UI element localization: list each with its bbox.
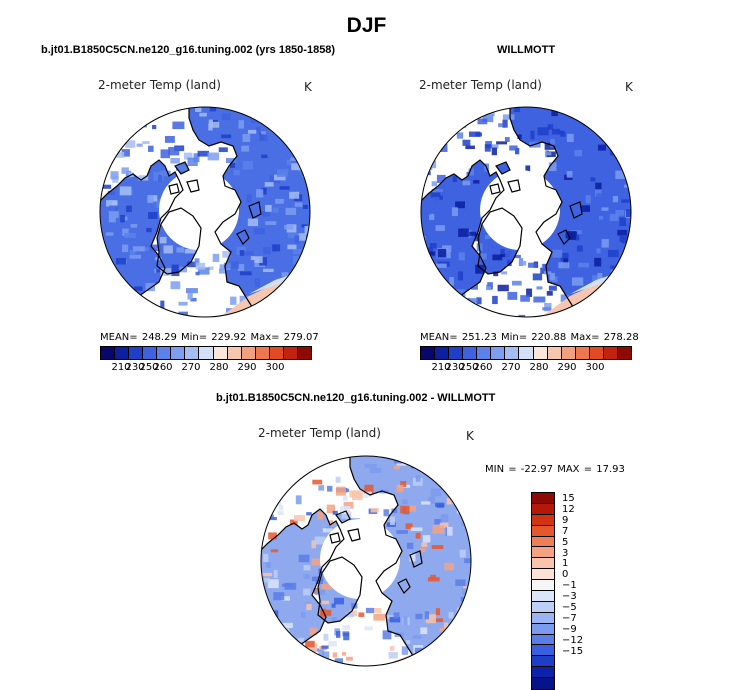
colorbar-swatch	[617, 347, 631, 359]
colorbar-tick-label: 230	[125, 362, 145, 373]
colorbar-swatch	[532, 493, 554, 504]
colorbar-swatch	[157, 347, 172, 359]
panel1-units: K	[304, 80, 312, 94]
colorbar-swatch	[532, 569, 554, 581]
colorbar-swatch	[532, 547, 554, 559]
colorbar-swatch	[547, 347, 562, 359]
panel1-colorbar	[100, 346, 312, 360]
colorbar-tick-label: 280	[529, 362, 549, 373]
colorbar-swatch	[143, 347, 158, 359]
colorbar-tick-label: 290	[557, 362, 577, 373]
panel2-case-title: WILLMOTT	[497, 44, 556, 56]
colorbar-swatch	[532, 503, 554, 515]
colorbar-tick-label: 280	[209, 362, 229, 373]
colorbar-tick-label: −12	[562, 634, 584, 646]
colorbar-swatch	[255, 347, 270, 359]
colorbar-swatch	[491, 347, 506, 359]
colorbar-tick-label: 210	[431, 362, 451, 373]
panel3-colorbar	[531, 492, 555, 690]
panel3-polar-map	[260, 455, 472, 667]
colorbar-tick-label: −9	[562, 623, 577, 635]
panel1-variable-label: 2-meter Temp (land)	[98, 78, 221, 92]
colorbar-swatch	[129, 347, 144, 359]
colorbar-tick-label: 7	[562, 525, 569, 537]
colorbar-swatch	[283, 347, 298, 359]
colorbar-swatch	[532, 612, 554, 624]
colorbar-swatch	[532, 678, 554, 690]
colorbar-swatch	[589, 347, 604, 359]
colorbar-swatch	[449, 347, 464, 359]
colorbar-swatch	[532, 623, 554, 635]
colorbar-tick-label: 0	[562, 569, 569, 581]
colorbar-swatch	[171, 347, 186, 359]
colorbar-swatch	[519, 347, 534, 359]
panel3-stats: MIN = -22.97 MAX = 17.93	[485, 464, 625, 475]
colorbar-tick-label: 260	[473, 362, 493, 373]
colorbar-tick-label: 210	[111, 362, 131, 373]
colorbar-swatch	[532, 601, 554, 613]
colorbar-tick-label: 3	[562, 547, 569, 559]
colorbar-swatch	[532, 656, 554, 668]
colorbar-tick-label: −5	[562, 602, 577, 613]
colorbar-tick-label: 300	[585, 362, 605, 373]
colorbar-swatch	[561, 347, 576, 359]
colorbar-swatch	[463, 347, 478, 359]
colorbar-tick-label: 9	[562, 514, 569, 526]
colorbar-tick-label: 290	[237, 362, 257, 373]
colorbar-swatch	[532, 667, 554, 679]
colorbar-swatch	[532, 591, 554, 602]
panel3-variable-label: 2-meter Temp (land)	[258, 426, 381, 440]
panel2-polar-map	[420, 106, 632, 318]
colorbar-swatch	[532, 525, 554, 537]
panel2-units: K	[625, 80, 633, 94]
panel1-case-title: b.jt01.B1850C5CN.ne120_g16.tuning.002 (y…	[41, 44, 336, 56]
colorbar-tick-label: −15	[562, 645, 584, 657]
colorbar-swatch	[575, 347, 590, 359]
colorbar-swatch	[505, 347, 520, 359]
panel3-units: K	[466, 429, 474, 443]
colorbar-swatch	[421, 347, 436, 359]
colorbar-swatch	[532, 536, 554, 548]
colorbar-swatch	[227, 347, 242, 359]
panel1-stats: MEAN= 248.29 Min= 229.92 Max= 279.07	[100, 332, 319, 343]
colorbar-tick-label: 250	[459, 362, 479, 373]
colorbar-swatch	[435, 347, 450, 359]
panel2-colorbar	[420, 346, 632, 360]
colorbar-swatch	[213, 347, 228, 359]
colorbar-tick-label: 5	[562, 536, 569, 548]
colorbar-tick-label: 270	[501, 362, 521, 373]
colorbar-swatch	[241, 347, 256, 359]
colorbar-swatch	[115, 347, 130, 359]
colorbar-swatch	[477, 347, 492, 359]
colorbar-swatch	[269, 347, 284, 359]
colorbar-swatch	[185, 347, 200, 359]
colorbar-tick-label: 230	[445, 362, 465, 373]
colorbar-swatch	[532, 634, 554, 646]
colorbar-swatch	[532, 514, 554, 526]
colorbar-swatch	[297, 347, 311, 359]
panel2-variable-label: 2-meter Temp (land)	[419, 78, 542, 92]
colorbar-tick-label: 250	[139, 362, 159, 373]
colorbar-tick-label: 1	[562, 558, 569, 570]
panel2-stats: MEAN= 251.23 Min= 220.88 Max= 278.28	[420, 332, 639, 343]
colorbar-tick-label: −3	[562, 591, 577, 603]
page-title: DJF	[346, 14, 387, 37]
colorbar-swatch	[603, 347, 618, 359]
panel1-polar-map	[99, 106, 311, 318]
colorbar-swatch	[101, 347, 116, 359]
panel3-case-title: b.jt01.B1850C5CN.ne120_g16.tuning.002 - …	[216, 392, 496, 404]
colorbar-swatch	[199, 347, 214, 359]
colorbar-swatch	[532, 645, 554, 657]
colorbar-tick-label: 12	[562, 503, 575, 515]
colorbar-tick-label: 300	[265, 362, 285, 373]
colorbar-tick-label: 270	[181, 362, 201, 373]
colorbar-swatch	[532, 558, 554, 570]
colorbar-tick-label: −7	[562, 612, 577, 624]
panel3-colorbar-labels: 15 12 9 7 5 3 1 0 −1 −3 −5 −7 −9 −12 −15	[562, 492, 602, 672]
colorbar-swatch	[533, 347, 548, 359]
colorbar-tick-label: 15	[562, 493, 575, 504]
colorbar-tick-label: 260	[153, 362, 173, 373]
colorbar-swatch	[532, 580, 554, 592]
colorbar-tick-label: −1	[562, 580, 577, 592]
